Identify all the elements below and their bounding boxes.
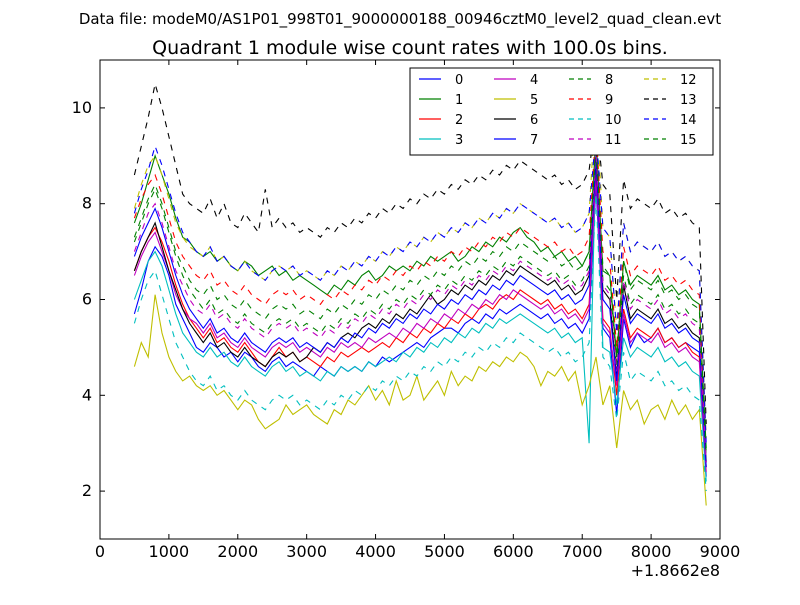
legend-label-11: 11: [605, 133, 622, 148]
chart-title: Quadrant 1 module wise count rates with …: [152, 37, 668, 59]
legend-label-0: 0: [455, 73, 463, 88]
y-tick-label: 10: [72, 98, 92, 117]
x-tick-label: 7000: [562, 542, 603, 561]
legend-label-3: 3: [455, 133, 463, 148]
axis-layer: 0 1000 2000 3000 4000 5000 6000 7000 8000 9000 2 4 6…: [72, 60, 741, 561]
x-tick-label: 2000: [217, 542, 258, 561]
series-line-10: [133, 194, 707, 492]
series-line-9: [133, 127, 707, 449]
series-line-11: [133, 150, 707, 463]
x-tick-label: 9000: [700, 542, 741, 561]
series-line-13: [133, 83, 707, 425]
series-line-0: [133, 184, 707, 477]
legend-label-10: 10: [605, 113, 622, 128]
x-tick-label: 4000: [355, 542, 396, 561]
legend-label-9: 9: [605, 93, 613, 108]
y-tick-label: 4: [82, 385, 92, 404]
legend-label-5: 5: [530, 93, 538, 108]
x-offset-label: +1.8662e8: [631, 561, 720, 580]
legend-label-12: 12: [680, 73, 697, 88]
legend-label-1: 1: [455, 93, 463, 108]
series-line-14: [133, 131, 707, 444]
legend-box: [409, 67, 714, 156]
series-line-4: [133, 174, 707, 472]
series-line-7: [133, 155, 707, 468]
x-tick-label: 3000: [286, 542, 327, 561]
series-line-5: [133, 294, 707, 506]
legend-label-13: 13: [680, 93, 697, 108]
series-line-3: [133, 146, 707, 482]
x-tick-label: 1000: [149, 542, 190, 561]
x-tick-label: 6000: [493, 542, 534, 561]
suptitle: Data file: modeM0/AS1P01_998T01_90000001…: [79, 10, 721, 29]
series-layer: [133, 83, 707, 506]
legend-label-14: 14: [680, 113, 697, 128]
legend-label-8: 8: [605, 73, 613, 88]
x-tick-label: 8000: [631, 542, 672, 561]
y-tick-label: 8: [82, 194, 92, 213]
legend-label-6: 6: [530, 113, 538, 128]
legend-label-7: 7: [530, 133, 538, 148]
x-tick-label: 0: [95, 542, 105, 561]
legend-label-4: 4: [530, 73, 538, 88]
legend-label-2: 2: [455, 113, 463, 128]
series-line-15: [133, 146, 707, 453]
y-tick-label: 6: [82, 290, 92, 309]
y-tick-label: 2: [82, 481, 92, 500]
x-tick-label: 5000: [424, 542, 465, 561]
series-line-12: [133, 98, 707, 439]
legend-label-15: 15: [680, 133, 697, 148]
series-line-8: [133, 141, 707, 458]
